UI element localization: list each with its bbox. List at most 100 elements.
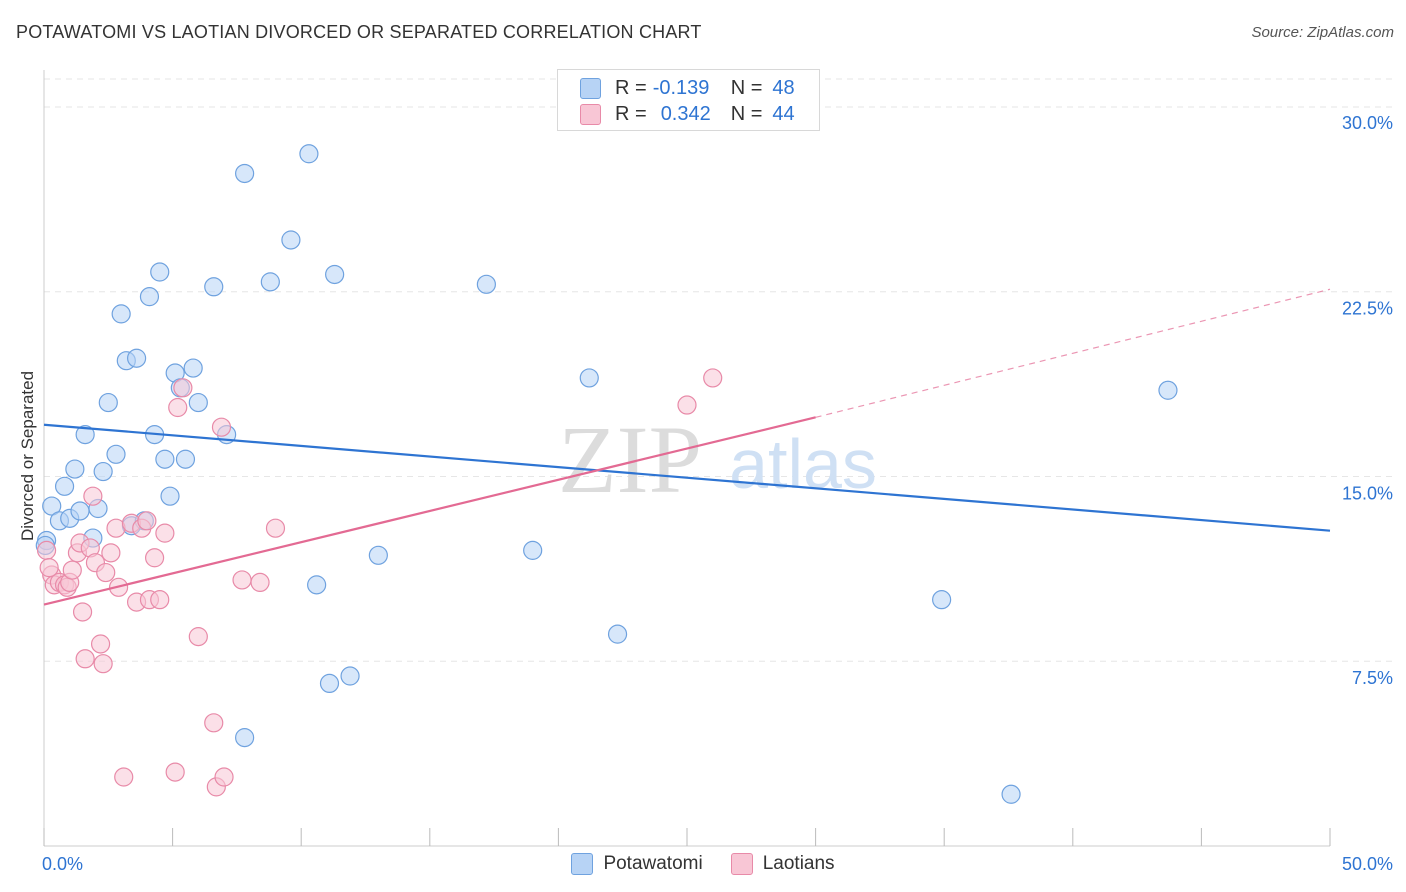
potawatomi-point — [42, 496, 62, 516]
potawatomi-point — [65, 459, 85, 479]
potawatomi-point — [175, 449, 196, 469]
laotians-point — [114, 767, 134, 787]
laotians-point — [250, 572, 270, 593]
potawatomi-point — [579, 368, 599, 388]
potawatomi-point — [523, 540, 543, 560]
potawatomi-point — [75, 424, 95, 445]
laotians-point — [137, 511, 157, 531]
y-tick-label: 7.5% — [1352, 668, 1393, 688]
laotians-point — [232, 570, 252, 590]
potawatomi-point — [307, 575, 327, 595]
potawatomi-point — [260, 272, 280, 292]
watermark-atlas: atlas — [729, 425, 877, 503]
potawatomi-point — [98, 392, 118, 413]
laotians-point — [75, 649, 95, 669]
potawatomi-point — [160, 486, 180, 506]
potawatomi-point — [204, 277, 224, 297]
potawatomi-point — [150, 262, 170, 282]
r-label: R = — [615, 76, 647, 99]
potawatomi-point — [607, 624, 628, 644]
potawatomi-swatch — [580, 77, 601, 99]
stats-row-laotians: R = 0.342 N = 44 — [580, 102, 795, 126]
potawatomi-point — [281, 230, 301, 250]
laotians-point — [62, 560, 82, 580]
n-label: N = — [730, 76, 763, 99]
chart-title: POTAWATOMI VS LAOTIAN DIVORCED OR SEPARA… — [16, 22, 702, 42]
laotians-point — [36, 540, 57, 560]
potawatomi-point — [155, 449, 175, 469]
potawatomi-swatch — [571, 853, 594, 875]
n-label: N = — [730, 102, 763, 125]
laotians-point — [72, 602, 93, 622]
laotians-trend-extension — [815, 288, 1331, 418]
potawatomi-point — [111, 304, 131, 324]
potawatomi-point — [70, 501, 90, 521]
potawatomi-point — [340, 666, 360, 686]
potawatomi-point — [126, 348, 147, 368]
watermark-zip: ZIP — [558, 406, 702, 513]
r-label: R = — [615, 102, 647, 125]
r-value: -0.139 — [652, 76, 710, 99]
laotians-point — [144, 548, 165, 568]
potawatomi-point — [139, 287, 160, 307]
x-tick-label: 50.0% — [1342, 854, 1393, 874]
laotians-point — [703, 368, 723, 388]
axes — [43, 70, 1331, 847]
tick-labels: 7.5% 15.0% 22.5% 30.0% 0.0% 50.0% — [42, 113, 1393, 874]
potawatomi-point — [235, 728, 255, 748]
n-value: 44 — [772, 102, 795, 125]
legend-label: Potawatomi — [603, 853, 703, 874]
legend-item-laotians: Laotians — [730, 853, 835, 875]
potawatomi-point — [188, 392, 208, 413]
laotians-point — [90, 634, 111, 654]
source-note: Source: ZipAtlas.com — [1251, 24, 1394, 41]
laotians-swatch — [580, 103, 601, 125]
legend-item-potawatomi: Potawatomi — [571, 853, 703, 875]
laotians-point — [83, 486, 103, 506]
series-legend: Potawatomi Laotians — [0, 852, 1406, 876]
laotians-point — [173, 378, 193, 398]
potawatomi-point — [106, 444, 126, 464]
potawatomi-point — [368, 545, 388, 565]
n-value: 48 — [772, 76, 795, 99]
laotians-point — [204, 713, 224, 733]
legend-label: Laotians — [762, 853, 835, 874]
potawatomi-point — [183, 358, 203, 378]
laotians-point — [211, 417, 232, 437]
y-tick-label: 30.0% — [1342, 113, 1393, 133]
stats-row-potawatomi: R = -0.139 N = 48 — [580, 76, 795, 100]
laotians-trend-line — [43, 416, 816, 606]
laotians-point — [93, 654, 113, 674]
stats-legend: R = -0.139 N = 48 R = 0.342 N = 44 — [557, 69, 820, 131]
potawatomi-point — [93, 461, 113, 482]
laotians-point — [265, 518, 286, 538]
laotians-point — [96, 562, 116, 583]
potawatomi-point — [476, 274, 496, 294]
laotians-points — [36, 368, 723, 797]
laotians-point — [168, 397, 188, 418]
x-tick-label: 0.0% — [42, 854, 83, 874]
potawatomi-trend-line — [43, 423, 1331, 532]
potawatomi-points — [35, 144, 1178, 804]
potawatomi-point — [1001, 784, 1021, 804]
y-tick-label: 15.0% — [1342, 483, 1393, 503]
potawatomi-point — [1158, 380, 1178, 400]
potawatomi-point — [325, 264, 345, 285]
laotians-point — [188, 627, 208, 647]
laotians-point — [214, 767, 234, 787]
laotians-point — [150, 590, 170, 610]
potawatomi-point — [235, 163, 255, 184]
laotians-point — [101, 543, 121, 563]
laotians-point — [677, 395, 697, 415]
laotians-point — [165, 762, 185, 782]
potawatomi-point — [319, 673, 340, 694]
laotians-swatch — [730, 853, 753, 875]
potawatomi-point — [299, 144, 319, 164]
potawatomi-point — [932, 590, 952, 610]
laotians-point — [155, 523, 175, 543]
trend-lines — [43, 288, 1331, 606]
laotians-point — [39, 558, 59, 578]
y-tick-label: 22.5% — [1342, 299, 1393, 319]
r-value: 0.342 — [660, 102, 711, 125]
